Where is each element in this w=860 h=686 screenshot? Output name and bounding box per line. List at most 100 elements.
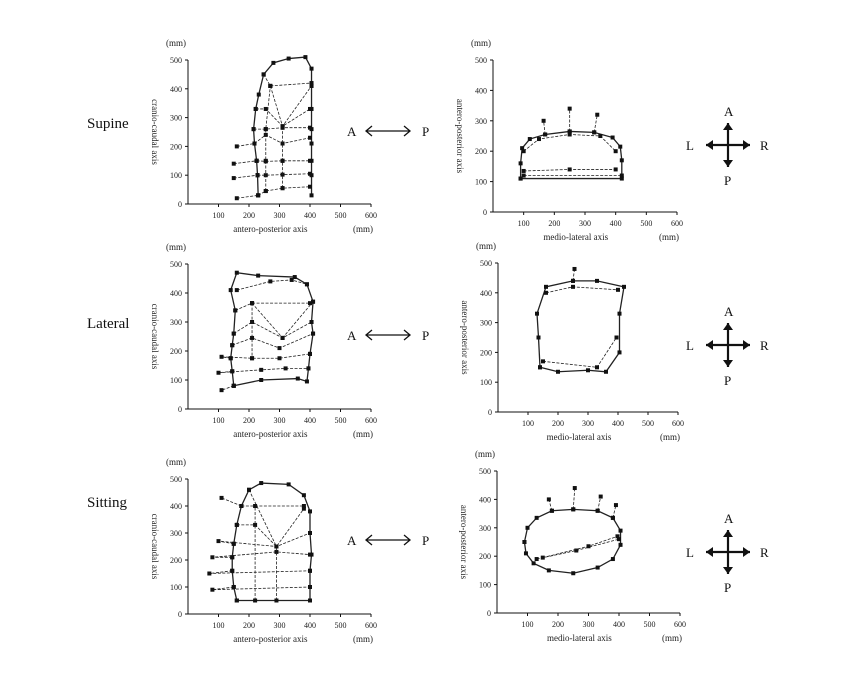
y-tick-label: 200 — [480, 348, 492, 357]
data-point — [595, 278, 599, 283]
arrowhead-icon — [706, 140, 713, 150]
data-point — [309, 141, 314, 146]
arrowhead-icon — [706, 340, 713, 350]
data-point — [546, 497, 551, 502]
data-point — [301, 506, 306, 511]
data-point — [518, 161, 523, 166]
data-point — [210, 555, 215, 560]
data-point — [619, 176, 624, 181]
row-label-sitting: Sitting — [87, 495, 128, 511]
data-point — [521, 168, 526, 173]
row-label-lateral: Lateral — [87, 316, 130, 332]
arrowhead-left-icon — [364, 329, 373, 341]
compass-1: A P L R — [686, 104, 769, 188]
data-point — [231, 383, 236, 388]
data-point — [617, 537, 621, 542]
x-tick-label: 500 — [335, 621, 347, 630]
data-point — [219, 388, 224, 393]
data-point — [308, 531, 312, 535]
y-axis-label: antero-posterior axis — [455, 99, 465, 174]
wire-line — [232, 333, 314, 349]
x-tick-label: 300 — [274, 211, 286, 220]
data-point — [308, 301, 312, 306]
x-axis-label: medio-lateral axis — [547, 432, 612, 442]
data-point — [522, 540, 527, 544]
panel-3: 100 200 300 400 500 600 0 100 200 300 400 500 antero… — [150, 242, 377, 439]
y-unit-label: (mm) — [166, 242, 186, 252]
y-tick-label: 400 — [479, 495, 491, 504]
y-tick-label: 100 — [170, 171, 182, 180]
data-point — [309, 83, 314, 88]
y-axis-label: cranio-caudal axis — [150, 514, 160, 580]
y-tick-label: 500 — [170, 56, 182, 65]
wire-line — [236, 143, 255, 147]
y-tick-label: 300 — [170, 114, 182, 123]
data-point — [613, 167, 618, 172]
x-tick-label: 100 — [213, 621, 225, 630]
data-point — [263, 127, 268, 132]
y-axis-label: antero-posterior axis — [460, 300, 470, 375]
panel-5: 100 200 300 400 500 600 0 100 200 300 400 500 antero… — [150, 457, 377, 644]
x-tick-label: 600 — [365, 621, 377, 630]
wire-line — [543, 120, 546, 135]
y-tick-label: 500 — [475, 56, 487, 65]
data-point — [541, 118, 546, 123]
y-tick-label: 500 — [170, 260, 182, 269]
label-r: R — [760, 545, 769, 560]
y-tick-label: 200 — [170, 556, 182, 565]
data-point — [540, 555, 545, 560]
data-point — [277, 356, 282, 361]
wire-line — [593, 114, 598, 133]
data-point — [304, 379, 309, 384]
wire-line — [236, 508, 305, 548]
y-tick-label: 300 — [170, 318, 182, 327]
y-tick-label: 0 — [483, 208, 487, 217]
arrowhead-right-icon — [403, 329, 412, 341]
x-tick-label: 200 — [243, 416, 255, 425]
data-point — [303, 55, 308, 60]
arrowhead-right-icon — [403, 125, 412, 137]
data-point — [210, 587, 215, 592]
data-point — [295, 376, 300, 381]
data-point — [567, 132, 572, 137]
data-point — [308, 184, 312, 189]
arrowhead-icon — [723, 123, 733, 130]
data-point — [311, 331, 316, 336]
y-tick-label: 300 — [475, 117, 487, 126]
y-unit-label: (mm) — [475, 449, 495, 459]
x-unit-label: (mm) — [353, 429, 373, 439]
arrowhead-icon — [743, 547, 750, 557]
y-tick-label: 100 — [479, 581, 491, 590]
data-point — [619, 173, 624, 178]
data-point — [274, 549, 279, 554]
data-point — [231, 541, 236, 546]
data-point — [617, 350, 622, 355]
data-point — [574, 548, 579, 553]
label-a: A — [724, 304, 734, 319]
data-point — [247, 487, 251, 492]
data-point — [230, 568, 235, 573]
wire-line — [257, 173, 311, 176]
data-point — [534, 515, 539, 520]
y-tick-label: 0 — [178, 200, 182, 209]
data-point — [527, 137, 532, 142]
wire-line — [233, 174, 258, 179]
x-axis-label: medio-lateral axis — [543, 232, 608, 242]
data-point — [280, 158, 285, 163]
wire-line — [263, 74, 312, 128]
data-point — [230, 369, 235, 374]
data-point — [571, 284, 575, 289]
data-point — [604, 369, 608, 374]
data-point — [216, 370, 221, 375]
wire-line — [256, 160, 310, 162]
data-point — [234, 598, 239, 603]
wire-line — [221, 385, 234, 391]
x-tick-label: 400 — [610, 219, 622, 228]
data-point — [250, 356, 255, 361]
label-l: L — [686, 338, 694, 353]
y-tick-label: 400 — [475, 86, 487, 95]
y-tick-label: 100 — [480, 378, 492, 387]
data-point — [308, 509, 312, 514]
data-point — [230, 555, 235, 560]
data-point — [613, 149, 618, 154]
